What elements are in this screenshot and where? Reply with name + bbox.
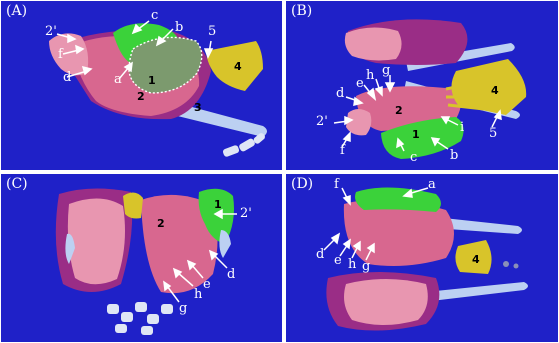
arrows bbox=[56, 20, 214, 80]
label-f: f bbox=[58, 47, 63, 62]
panel-c: (C) 2' d e h g 1 2 bbox=[1, 174, 282, 342]
panel-a-label: (A) bbox=[6, 3, 28, 19]
number-2: 2 bbox=[137, 90, 145, 103]
arrows bbox=[163, 208, 237, 303]
yellow-tissue bbox=[455, 240, 492, 274]
panel-d-label: (D) bbox=[291, 176, 314, 192]
label-h: h bbox=[348, 257, 357, 272]
label-h: h bbox=[366, 68, 375, 83]
label-e: e bbox=[356, 76, 364, 91]
yellow-tissue bbox=[123, 192, 143, 219]
light-pink-left bbox=[67, 198, 125, 285]
label-a: a bbox=[114, 72, 122, 87]
number-1: 1 bbox=[412, 128, 420, 141]
panel-d: (D) f a d e h g 4 bbox=[286, 174, 558, 342]
label-h: h bbox=[194, 287, 203, 302]
label-e: e bbox=[334, 253, 342, 268]
label-g: g bbox=[362, 259, 371, 274]
light-pink-lower bbox=[344, 279, 428, 325]
vertebra-bits bbox=[222, 133, 265, 157]
panel-d-render bbox=[323, 187, 528, 331]
yellow-tissue bbox=[451, 59, 527, 115]
panel-c-render bbox=[55, 188, 237, 335]
label-d: d bbox=[316, 247, 325, 262]
number-1: 1 bbox=[214, 198, 222, 211]
number-2: 2 bbox=[157, 217, 165, 230]
number-1: 1 bbox=[148, 74, 156, 87]
label-e: e bbox=[203, 277, 211, 292]
light-pink-top bbox=[344, 27, 402, 61]
panel-c-label: (C) bbox=[6, 176, 28, 192]
green-tissue bbox=[355, 187, 441, 212]
panel-a-render bbox=[49, 20, 267, 157]
label-d: d bbox=[63, 70, 72, 85]
number-3: 3 bbox=[194, 101, 202, 114]
label-2prime: 2' bbox=[240, 206, 252, 221]
yellow-tissue bbox=[206, 41, 263, 91]
pink-tissue-left bbox=[49, 33, 89, 76]
arrows bbox=[333, 75, 502, 152]
label-d: d bbox=[336, 86, 345, 101]
label-f: f bbox=[340, 143, 345, 158]
vertebra-bits bbox=[107, 302, 173, 335]
panel-a: (A) 2' f d a c b 5 1 2 3 4 bbox=[1, 1, 282, 170]
pink-tissue-main bbox=[141, 194, 218, 294]
number-2: 2 bbox=[395, 104, 403, 117]
green-tissue bbox=[198, 188, 234, 244]
yellow-strands bbox=[445, 79, 487, 111]
pink-tissue-left bbox=[346, 109, 372, 136]
label-g: g bbox=[179, 301, 188, 316]
label-2prime: 2' bbox=[45, 24, 57, 39]
number-4: 4 bbox=[491, 84, 499, 97]
label-c: c bbox=[151, 8, 159, 23]
vertebra-bits bbox=[503, 261, 519, 269]
label-i: i bbox=[460, 120, 465, 135]
number-4: 4 bbox=[472, 253, 480, 266]
label-a: a bbox=[428, 177, 436, 192]
panel-b-render bbox=[333, 19, 527, 159]
label-c: c bbox=[410, 150, 418, 165]
label-b: b bbox=[450, 148, 459, 163]
label-f: f bbox=[334, 177, 339, 192]
label-b: b bbox=[175, 20, 184, 35]
label-2prime: 2' bbox=[316, 114, 328, 129]
panel-b: (B) d e h g 2' f c b i 5 1 2 4 bbox=[286, 1, 558, 170]
panel-b-label: (B) bbox=[291, 3, 313, 19]
label-d: d bbox=[227, 267, 236, 282]
label-g: g bbox=[382, 63, 391, 78]
number-4: 4 bbox=[234, 60, 242, 73]
label-5: 5 bbox=[489, 126, 498, 141]
green-tissue bbox=[381, 117, 464, 159]
arrows bbox=[323, 187, 429, 261]
label-5: 5 bbox=[208, 24, 217, 39]
